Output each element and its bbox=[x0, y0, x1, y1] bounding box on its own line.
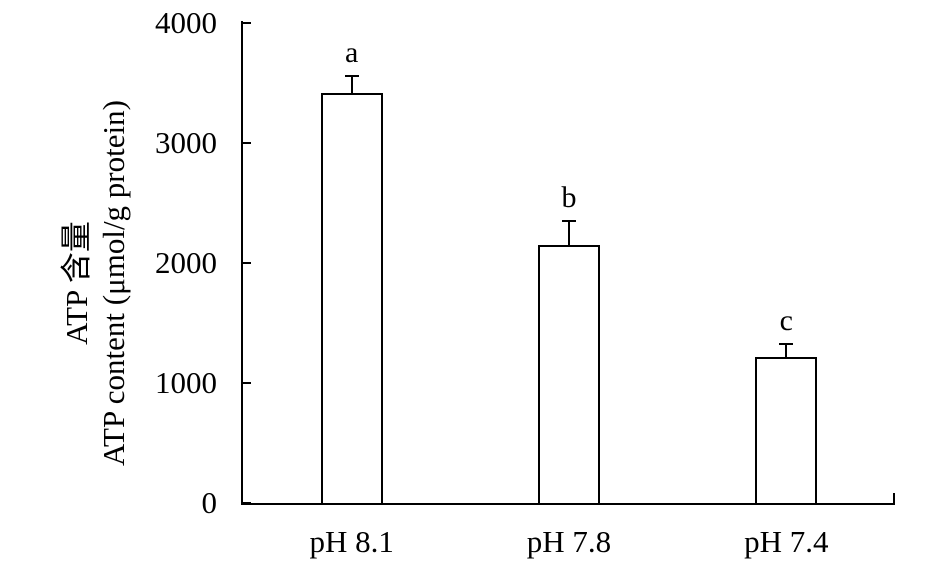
error-bar-stem-1 bbox=[350, 75, 353, 93]
error-bar-cap-3 bbox=[779, 342, 794, 345]
error-bar-stem-2 bbox=[568, 220, 570, 245]
bar-ph-8.1 bbox=[320, 92, 383, 503]
y-tick-label-1000: 1000 bbox=[155, 365, 217, 400]
y-tick-2000 bbox=[243, 262, 251, 264]
error-bar-cap-1 bbox=[344, 75, 359, 78]
bar-ph-7.8 bbox=[538, 245, 600, 503]
error-bar-cap-2 bbox=[562, 220, 576, 223]
y-axis-title-line-en: ATP content (μmol/g protein) bbox=[96, 100, 131, 466]
plot-area: 0 1000 2000 3000 4000 a pH 8.1 b pH 7.8 c pH 7.4 bbox=[155, 7, 895, 558]
y-axis-line bbox=[241, 21, 243, 503]
y-tick-3000 bbox=[243, 142, 251, 144]
y-tick-label-3000: 3000 bbox=[155, 125, 217, 160]
significance-letter-b: b bbox=[561, 181, 577, 215]
y-tick-0 bbox=[243, 502, 251, 504]
y-axis-title-line-zh: ATP 含量 bbox=[59, 221, 94, 345]
y-axis-title-text: ATP 含量 ATP content (μmol/g protein) bbox=[58, 100, 132, 466]
y-tick-label-4000: 4000 bbox=[155, 5, 217, 40]
x-axis-end-tick bbox=[893, 493, 895, 503]
y-tick-1000 bbox=[243, 382, 251, 384]
x-category-label-1: pH 8.1 bbox=[309, 524, 394, 559]
y-tick-label-2000: 2000 bbox=[155, 245, 217, 280]
bar-ph-7.4 bbox=[755, 356, 818, 503]
y-tick-label-0: 0 bbox=[201, 485, 218, 520]
x-category-label-3: pH 7.4 bbox=[744, 524, 829, 559]
significance-letter-c: c bbox=[779, 303, 793, 337]
x-axis-line bbox=[241, 503, 895, 505]
x-category-label-2: pH 7.8 bbox=[526, 524, 612, 559]
y-tick-4000 bbox=[243, 22, 251, 24]
error-bar-stem-3 bbox=[785, 342, 788, 357]
significance-letter-a: a bbox=[344, 36, 359, 70]
